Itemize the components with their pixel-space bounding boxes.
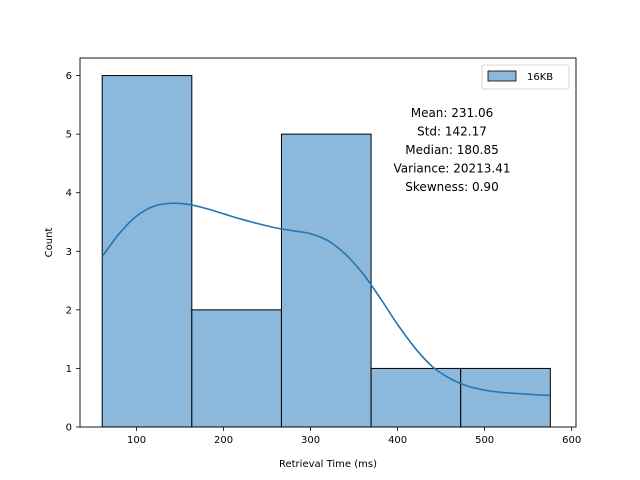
stats-line-median: Median: 180.85	[405, 143, 499, 157]
y-tick-label: 3	[66, 247, 72, 258]
histogram-bar-1	[101, 75, 193, 428]
x-tick-label: 500	[475, 435, 494, 446]
y-tick-label: 5	[66, 130, 72, 141]
histogram-bar-4	[370, 367, 462, 428]
x-tick-label: 600	[562, 435, 581, 446]
stats-line-skewness: Skewness: 0.90	[405, 180, 498, 194]
y-axis-label: Count	[44, 228, 55, 258]
y-tick-label: 0	[66, 423, 72, 434]
legend-label-16kb: 16KB	[527, 72, 553, 83]
kde-layer	[101, 202, 550, 397]
stats-line-std: Std: 142.17	[417, 125, 487, 139]
x-tick-label: 200	[214, 435, 233, 446]
y-tick-label: 2	[66, 305, 72, 316]
legend-swatch-16kb	[487, 70, 517, 82]
stats-annotation: Mean: 231.06 Std: 142.17 Median: 180.85 …	[394, 106, 511, 194]
x-axis-ticks: 100 200 300 400 500 600	[127, 427, 581, 446]
y-tick-label: 6	[66, 71, 72, 82]
histogram-bar-5	[460, 367, 551, 428]
stats-line-mean: Mean: 231.06	[411, 106, 494, 120]
legend: 16KB	[481, 64, 570, 90]
y-tick-label: 4	[66, 188, 72, 199]
histogram-bar-3	[280, 133, 372, 428]
x-tick-label: 300	[301, 435, 320, 446]
y-tick-label: 1	[66, 364, 72, 375]
x-tick-label: 400	[388, 435, 407, 446]
histogram-bar-2	[191, 309, 282, 428]
plot-frame	[79, 57, 577, 428]
kde-curve	[101, 202, 550, 397]
x-axis-label: Retrieval Time (ms)	[279, 459, 377, 470]
x-tick-label: 100	[127, 435, 146, 446]
stats-line-variance: Variance: 20213.41	[394, 162, 511, 176]
y-axis-ticks: 0 1 2 3 4 5 6	[66, 71, 80, 434]
bars-layer	[101, 75, 551, 428]
